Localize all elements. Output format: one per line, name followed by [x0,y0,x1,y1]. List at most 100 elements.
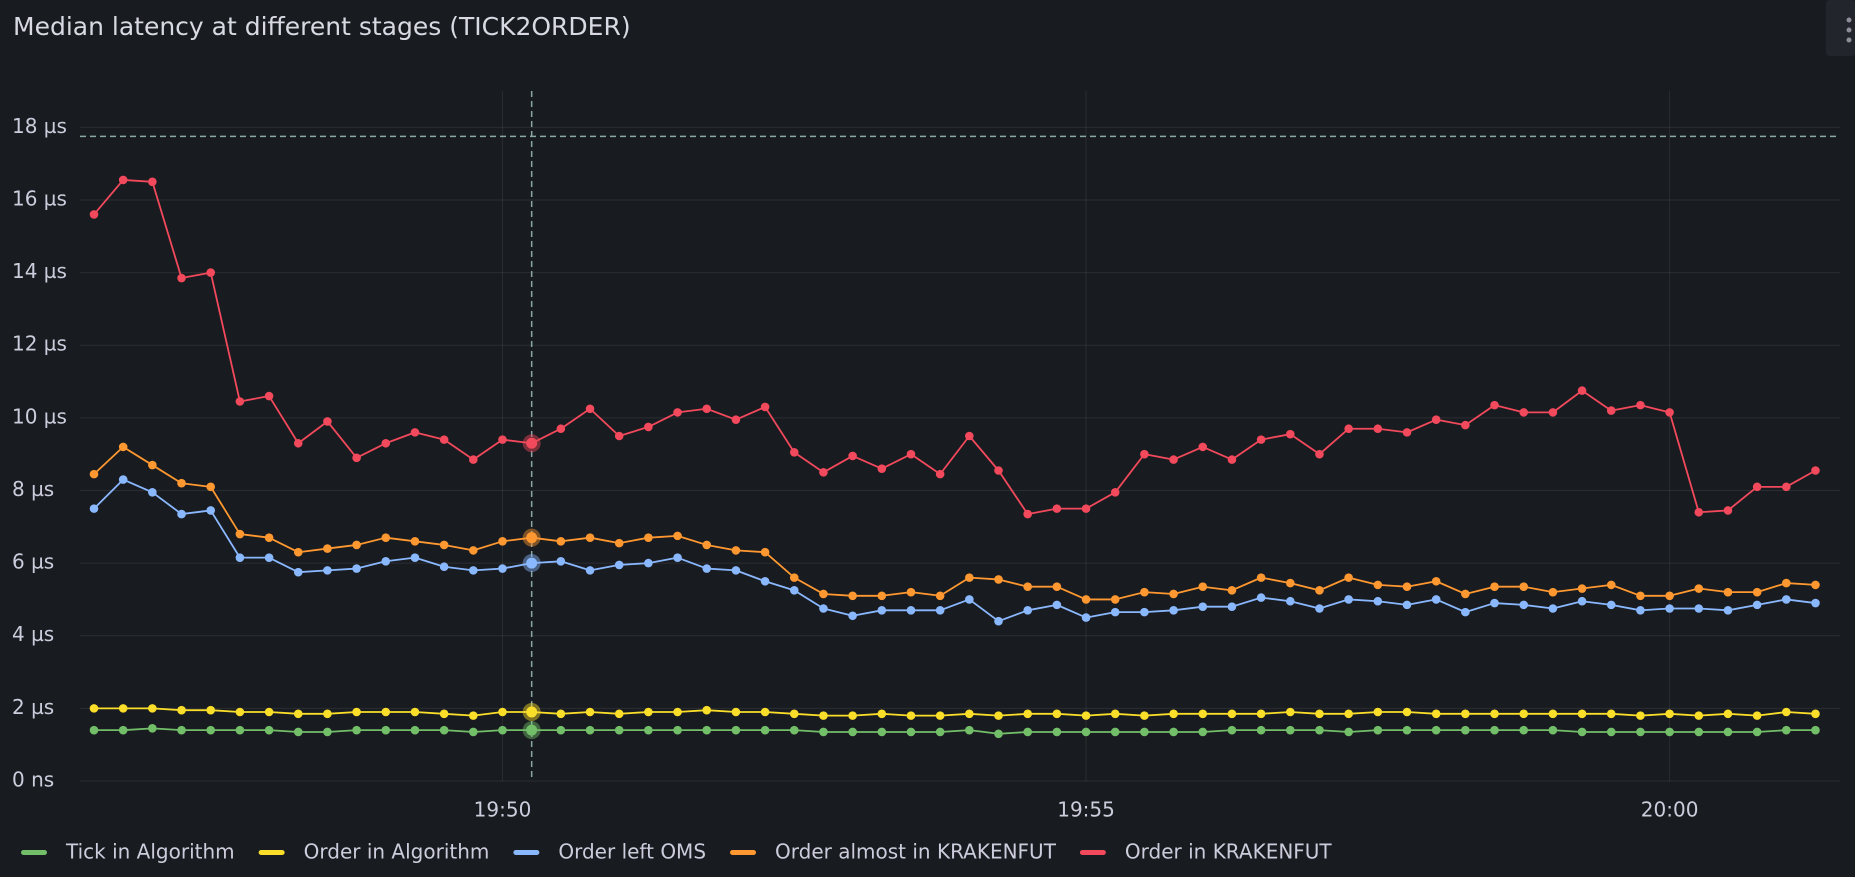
data-point [1198,442,1208,452]
data-point [1344,424,1353,434]
data-point [702,540,712,550]
legend: Tick in Algorithm Order in Algorithm Order… [21,840,1332,864]
data-point [1577,596,1587,606]
legend-item[interactable]: Tick in Algorithm [21,840,235,864]
data-point [1782,578,1791,588]
data-point [1110,595,1120,604]
data-point [498,564,507,573]
legend-item[interactable]: Order left OMS [513,840,706,864]
data-point [614,560,624,570]
data-point [1723,506,1733,515]
data-point [1431,725,1441,735]
legend-swatch [21,850,47,855]
data-point [1519,582,1529,592]
data-point [789,725,799,735]
data-point [731,566,741,575]
data-point [1431,709,1441,719]
data-point [526,706,538,718]
data-point [935,606,945,615]
data-point [439,709,449,719]
data-point [498,707,507,717]
data-point [410,537,420,546]
data-point [1811,709,1820,719]
data-point [1752,711,1762,720]
data-point [177,478,186,488]
data-point [1402,600,1412,610]
data-point [877,727,887,737]
data-point [819,589,828,599]
panel-menu[interactable] [1826,0,1855,56]
data-point [556,537,566,546]
data-point [1081,595,1091,604]
data-point [935,591,945,601]
data-point [760,725,770,735]
data-point [556,424,566,434]
series-line [94,707,1816,717]
data-point [614,538,624,548]
data-point [1782,595,1791,604]
data-point [1811,580,1820,590]
data-point [235,707,245,717]
menu-button[interactable] [1826,0,1855,56]
data-point [1519,600,1529,610]
data-point [1782,725,1791,735]
data-point [702,564,712,573]
data-point [177,725,186,735]
data-point [1023,582,1032,592]
data-point [381,707,391,717]
data-point [177,509,186,519]
data-point [994,575,1003,584]
data-point [1081,613,1091,622]
data-point [293,438,303,448]
legend-swatch [258,850,285,855]
data-point [760,547,770,557]
data-point [1198,709,1208,719]
data-point [1052,727,1062,737]
data-point [1052,600,1062,610]
data-point [731,707,741,717]
legend-item[interactable]: Order in KRAKENFUT [1079,840,1333,864]
data-point [585,404,595,414]
data-point [1256,725,1266,735]
data-point [293,709,303,719]
data-point [1402,582,1412,592]
y-tick-label: 14 µs [12,259,67,283]
data-point [1431,415,1441,424]
data-point [381,438,391,448]
data-point [1140,727,1149,737]
data-point [1490,598,1499,608]
menu-dot [1846,37,1852,43]
y-tick-label: 0 ns [12,768,54,792]
data-point [906,606,916,615]
data-point [1548,408,1558,417]
data-point [556,556,566,566]
data-point [789,448,799,457]
data-point [235,529,245,539]
legend-item[interactable]: Order in Algorithm [258,840,490,864]
data-point [556,709,566,719]
data-point [1169,727,1178,737]
data-point [89,469,99,479]
data-point [1373,424,1383,434]
data-point [819,604,828,613]
data-point [118,442,128,452]
data-point [89,704,99,713]
legend-item[interactable]: Order almost in KRAKENFUT [730,840,1057,864]
data-point [439,562,449,572]
data-point [673,531,682,541]
data-point [965,595,974,604]
data-point [1198,727,1208,737]
data-point [1665,604,1674,613]
data-point [1490,582,1499,592]
data-point [1490,709,1499,719]
data-point [410,428,420,437]
data-point [994,616,1003,626]
data-point [1344,709,1353,719]
data-point [1577,386,1587,395]
data-point [1081,504,1091,513]
data-point [352,564,361,573]
data-point [1606,580,1616,590]
data-point [1665,591,1674,601]
data-point [906,711,916,720]
